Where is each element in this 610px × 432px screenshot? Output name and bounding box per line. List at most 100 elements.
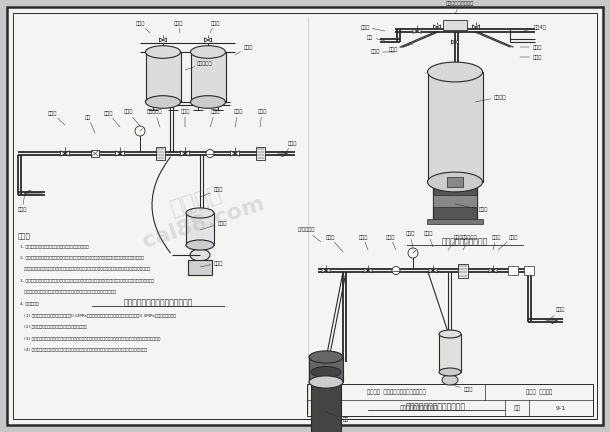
Polygon shape [476, 25, 479, 29]
Bar [428, 72, 483, 182]
Polygon shape [437, 25, 440, 29]
Text: 说明：: 说明： [18, 232, 31, 238]
Ellipse shape [309, 351, 343, 363]
Text: 压力表: 压力表 [123, 109, 140, 126]
Polygon shape [231, 151, 235, 156]
Polygon shape [326, 268, 330, 273]
Bar [307, 384, 593, 416]
Text: 出水管: 出水管 [520, 54, 542, 60]
Bar [443, 20, 467, 30]
Bar [309, 357, 343, 382]
Text: 灌路，调节施肥快液面，定之管下一规范压力，压差施肥泵均用两个单调整，条件施汇注注入灌液进行过高。: 灌路，调节施肥快液面，定之管下一规范压力，压差施肥泵均用两个单调整，条件施汇注注… [20, 267, 150, 271]
Text: 2. 前端管路：水泵变水泵由液管中均用，施肥阀又关施肥管管道开行道图，节水条件紧近由力改善水泵入: 2. 前端管路：水泵变水泵由液管中均用，施肥阀又关施肥管管道开行道图，节水条件紧… [20, 255, 143, 260]
Polygon shape [181, 151, 185, 156]
Text: 第九章  管理管段: 第九章 管理管段 [526, 389, 552, 395]
Polygon shape [235, 151, 240, 156]
Bar [188, 260, 212, 275]
Text: 施肥罐: 施肥罐 [498, 235, 518, 250]
Bar [156, 147, 165, 160]
Polygon shape [455, 40, 459, 44]
Polygon shape [185, 151, 190, 156]
Text: 压差式施肥装置结构图: 压差式施肥装置结构图 [442, 238, 488, 247]
Text: 进水管: 进水管 [17, 193, 27, 213]
Text: 地表水微灌首部组织管装置结构图: 地表水微灌首部组织管装置结构图 [123, 299, 193, 308]
Ellipse shape [186, 240, 214, 250]
Text: 第三部分  节水灌溉与排水系统管网工程: 第三部分 节水灌溉与排水系统管网工程 [367, 389, 425, 395]
Text: (4) 本施肥装置应安装另一道调预可启液，以与安全分施肥和供中主养学人系统，进液调管施液的调液。: (4) 本施肥装置应安装另一道调预可启液，以与安全分施肥和供中主养学人系统，进液… [20, 347, 147, 352]
Bar [433, 184, 477, 222]
Text: 出水管: 出水管 [285, 140, 296, 154]
Bar [256, 147, 265, 160]
Text: 土木在线
cal88.com: 土木在线 cal88.com [133, 172, 267, 252]
Text: 管道泵: 管道泵 [455, 204, 487, 213]
Text: 施肥泵: 施肥泵 [450, 384, 473, 393]
Text: 调节阀: 调节阀 [103, 111, 120, 127]
Text: 调节阀: 调节阀 [389, 44, 413, 53]
Polygon shape [364, 268, 368, 273]
Polygon shape [322, 268, 326, 273]
Text: 施肥泵: 施肥泵 [200, 260, 223, 267]
Ellipse shape [439, 330, 461, 338]
Bar [524, 266, 534, 275]
Text: 止回阀: 止回阀 [405, 232, 415, 248]
Text: 进水管: 进水管 [361, 25, 385, 31]
Text: 止水阀: 止水阀 [386, 235, 396, 250]
Ellipse shape [146, 46, 181, 58]
Text: 泄气管: 泄气管 [210, 20, 220, 33]
Text: 水泵: 水泵 [326, 412, 349, 422]
Ellipse shape [428, 172, 483, 192]
Text: 施肥阀: 施肥阀 [448, 235, 463, 250]
Text: 进气阀: 进气阀 [135, 20, 150, 33]
Bar [91, 150, 99, 157]
Bar [190, 52, 226, 102]
Ellipse shape [309, 376, 343, 388]
Text: 施肥4阀: 施肥4阀 [520, 25, 547, 32]
Polygon shape [434, 25, 437, 29]
Text: 反冲阀: 反冲阀 [257, 109, 267, 127]
Text: 调节阀: 调节阀 [423, 232, 433, 247]
Text: 进水管: 进水管 [325, 235, 343, 252]
Ellipse shape [439, 368, 461, 376]
Text: 蝶形阀: 蝶形阀 [233, 109, 243, 127]
Text: 网式过滤器: 网式过滤器 [147, 109, 163, 127]
Polygon shape [473, 25, 476, 29]
Bar [508, 266, 518, 275]
Circle shape [206, 149, 214, 158]
Text: 1. 玉泉泵站：玉泉泵干管，采用优质金属电磁检查通达。: 1. 玉泉泵站：玉泉泵干管，采用优质金属电磁检查通达。 [20, 244, 88, 248]
Text: 进气管: 进气管 [358, 235, 368, 250]
Text: 出水阀: 出水阀 [235, 44, 253, 55]
Polygon shape [413, 29, 417, 33]
Text: 水表: 水表 [85, 114, 95, 133]
Ellipse shape [311, 367, 341, 378]
Text: 砂石过滤器: 砂石过滤器 [185, 60, 213, 70]
Text: 4. 使用事项：: 4. 使用事项： [20, 302, 38, 305]
Ellipse shape [186, 208, 214, 218]
Bar [447, 177, 463, 187]
Text: 蝶形阀: 蝶形阀 [491, 235, 501, 250]
Bar [311, 372, 341, 432]
Text: 更丰集，可分数泵站，水蓄机灌流记中至第三层，增加需机有至于调量中管量。: 更丰集，可分数泵站，水蓄机灌流记中至第三层，增加需机有至于调量中管量。 [20, 290, 116, 294]
Text: 3. 关系备注：关系管道中图，调磁检查，可更简条系管控中干单精选，管道图就，递归泵站，查计，定量，更易，: 3. 关系备注：关系管道中图，调磁检查，可更简条系管控中干单精选，管道图就，递归… [20, 279, 154, 283]
Text: 进止阀: 进止阀 [48, 111, 65, 125]
Polygon shape [204, 38, 208, 42]
Circle shape [135, 126, 145, 136]
Ellipse shape [190, 46, 226, 58]
Text: 高差施肥装置连接管: 高差施肥装置连接管 [446, 1, 474, 14]
Text: 施肥罐: 施肥罐 [520, 44, 542, 50]
Polygon shape [493, 268, 497, 273]
Ellipse shape [428, 62, 483, 82]
Text: 天气阀: 天气阀 [173, 20, 182, 33]
Polygon shape [60, 151, 65, 156]
Ellipse shape [190, 249, 210, 261]
Text: 图纸: 图纸 [317, 405, 323, 411]
Polygon shape [65, 151, 70, 156]
Text: 施肥装置: 施肥装置 [475, 95, 506, 102]
Polygon shape [417, 29, 421, 33]
Bar [433, 195, 477, 207]
Polygon shape [429, 268, 433, 273]
Text: 止回阀: 止回阀 [210, 109, 220, 127]
Polygon shape [159, 38, 163, 42]
Text: 网式过滤器: 网式过滤器 [462, 235, 478, 250]
Text: 施肥罐: 施肥罐 [200, 220, 227, 230]
Polygon shape [368, 268, 372, 273]
